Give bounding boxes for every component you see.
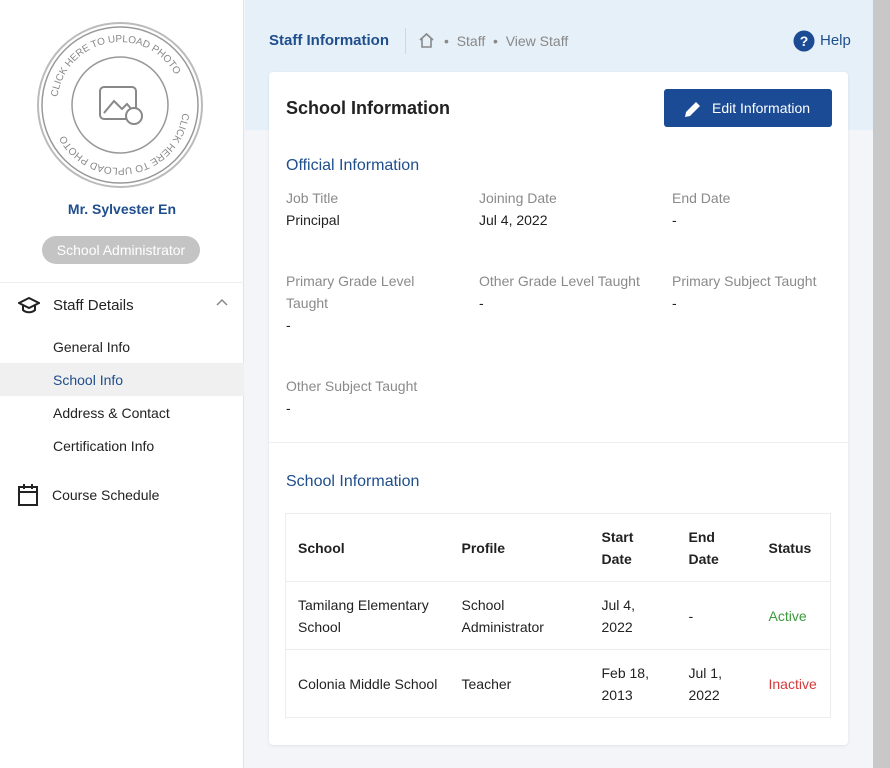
breadcrumb-item: View Staff [505,33,569,49]
nav-group[interactable]: Staff Details [53,297,134,314]
field-label: Joining Date [479,190,557,206]
button-label: Edit Information [712,100,811,116]
field-value: Principal [286,212,340,228]
divider [0,282,244,283]
chevron[interactable] [216,298,228,306]
role-badge: School Administrator [42,236,200,264]
field-label: Other Grade Level Taught [479,273,640,289]
field-value: - [286,317,291,333]
nav-item[interactable]: General Info [53,339,131,355]
card: School Information Edit Information Offi… [269,72,848,745]
field-value: - [479,295,484,311]
home-icon[interactable] [418,32,435,48]
table-row: Tamilang Elementary School School Admini… [285,581,831,650]
user-name: Mr. Sylvester En [67,201,177,217]
page-title: Staff Information [269,32,389,49]
column-header: End Date [688,528,719,567]
field-label: Job Title [286,190,339,206]
cell: Tamilang Elementary School [285,581,450,650]
column-header: Status [768,539,812,556]
section-heading: School Information [286,473,420,490]
divider [405,28,406,54]
column-header: Start Date [601,528,634,567]
cap-icon [18,296,40,314]
cell: - [676,581,757,650]
nav-highlight [0,363,244,396]
field-label: End Date [672,190,731,206]
calendar-icon [18,484,38,506]
column-header: School [298,539,345,556]
table-row: Colonia Middle School Teacher Feb 18, 20… [285,649,831,718]
field-label: Primary Subject Taught [672,273,817,289]
section-heading: Official Information [286,157,420,174]
photo-upload[interactable]: CLICK HERE TO UPLOAD PHOTO CLICK HERE TO… [36,21,204,189]
field-value: Jul 4, 2022 [479,212,548,228]
breadcrumb: • Staff • View Staff [444,33,569,49]
card-title: School Information [286,98,450,118]
scrollbar[interactable] [873,0,890,768]
field-value: - [286,400,291,416]
cell: Feb 18, 2013 [589,649,677,718]
school-table: School Profile Start Date End Date Statu… [285,513,831,718]
divider [269,442,848,443]
cell: Teacher [449,649,590,718]
nav-item[interactable]: School Info [53,372,124,388]
field-value: - [672,295,677,311]
field-label: Other Subject Taught [286,378,418,394]
sidebar: CLICK HERE TO UPLOAD PHOTO CLICK HERE TO… [0,0,244,768]
cell: Jul 1, 2022 [676,649,757,718]
cell: School Administrator [449,581,590,650]
column-header: Profile [461,539,506,556]
nav-item[interactable]: Certification Info [53,438,155,454]
table-header: School Profile Start Date End Date Statu… [286,514,831,582]
breadcrumb-item[interactable]: Staff [456,33,486,49]
pencil-icon [685,102,700,117]
help-link[interactable]: Help [820,32,851,49]
nav-item[interactable]: Address & Contact [53,405,170,421]
field-label: Primary Grade Level Taught [286,273,415,311]
status: Inactive [756,649,831,718]
cell: Colonia Middle School [285,649,450,718]
nav-group[interactable]: Course Schedule [52,487,160,503]
status: Active [756,581,831,650]
cell: Jul 4, 2022 [589,581,677,650]
edit-button[interactable]: Edit Information [664,89,832,127]
help-icon[interactable]: ? [793,30,815,52]
svg-text:?: ? [800,33,809,49]
field-value: - [672,212,677,228]
